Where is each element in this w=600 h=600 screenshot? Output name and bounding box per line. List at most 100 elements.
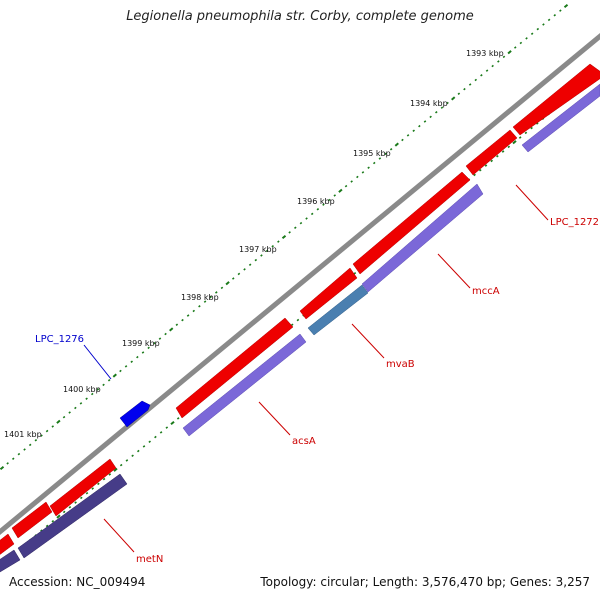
gene-label-mvaB[interactable]: mvaB bbox=[386, 359, 415, 370]
genome-backbone bbox=[0, 33, 600, 535]
scale-tick bbox=[260, 254, 263, 257]
scale-tick bbox=[501, 150, 505, 153]
scale-tick bbox=[102, 477, 106, 481]
scale-tick bbox=[198, 305, 201, 308]
gene-feature[interactable] bbox=[352, 171, 471, 275]
scale-tick bbox=[513, 46, 517, 49]
gene-feature[interactable] bbox=[182, 333, 307, 437]
gene-feature[interactable] bbox=[17, 473, 128, 559]
tick-label-1393: 1393 kbp bbox=[466, 49, 504, 58]
gene-feature[interactable] bbox=[465, 129, 518, 176]
gene-feature-LPC_1276[interactable] bbox=[119, 400, 151, 428]
scale-tick bbox=[68, 505, 72, 509]
scale-tick bbox=[96, 388, 100, 391]
scale-tick bbox=[45, 429, 49, 433]
gene-feature[interactable] bbox=[49, 458, 117, 517]
scale-tick bbox=[131, 454, 134, 458]
accession-text: Accession: NC_009494 bbox=[9, 575, 146, 589]
gene-feature[interactable] bbox=[299, 267, 358, 320]
leader-line bbox=[515, 184, 549, 221]
scale-tick bbox=[485, 69, 489, 72]
scale-tick bbox=[406, 134, 410, 137]
tick-label-1397: 1397 kbp bbox=[239, 245, 277, 254]
scale-tick bbox=[542, 23, 545, 26]
scale-tick bbox=[142, 445, 146, 448]
scale-tick bbox=[497, 60, 500, 63]
scale-tick bbox=[237, 272, 241, 276]
scale-tick bbox=[535, 122, 539, 125]
scale-tick bbox=[536, 27, 540, 31]
scale-tick bbox=[507, 50, 512, 55]
scale-tick bbox=[186, 314, 190, 317]
scale-tick bbox=[327, 198, 331, 202]
scale-tick bbox=[45, 524, 49, 528]
scale-tick bbox=[112, 373, 117, 378]
scale-tick bbox=[136, 449, 140, 453]
forward-strand-features bbox=[0, 63, 600, 562]
scale-tick bbox=[91, 487, 95, 490]
scale-tick bbox=[474, 78, 478, 82]
tick-label-1401: 1401 kbp bbox=[4, 430, 42, 439]
gene-feature[interactable] bbox=[11, 501, 53, 539]
scale-tick bbox=[40, 529, 43, 532]
scale-tick bbox=[434, 110, 438, 114]
scale-tick bbox=[192, 309, 196, 313]
scale-tick bbox=[107, 378, 111, 382]
scale-tick bbox=[158, 337, 162, 340]
reverse-strand-features bbox=[0, 83, 600, 578]
map-title: Legionella pneumophila str. Corby, compl… bbox=[126, 9, 474, 24]
scale-tick bbox=[288, 231, 291, 234]
scale-tick bbox=[130, 360, 134, 364]
tick-label-1399: 1399 kbp bbox=[122, 339, 160, 348]
gene-label-mccA[interactable]: mccA bbox=[472, 286, 500, 297]
scale-tick bbox=[34, 438, 38, 442]
gene-label-metN[interactable]: metN bbox=[136, 554, 163, 565]
scale-tick bbox=[333, 194, 337, 197]
scale-tick bbox=[519, 41, 523, 45]
scale-tick bbox=[175, 323, 179, 327]
gene-feature[interactable] bbox=[0, 533, 15, 562]
gene-label-LPC_1272[interactable]: LPC_1272 bbox=[550, 217, 599, 228]
leader-line bbox=[83, 344, 112, 380]
scale-tick bbox=[440, 106, 444, 109]
gene-feature[interactable] bbox=[0, 549, 21, 578]
scale-tick bbox=[310, 212, 314, 216]
scale-tick bbox=[79, 496, 83, 500]
scale-tick bbox=[418, 124, 421, 128]
scale-tick bbox=[85, 491, 89, 495]
scale-tick bbox=[141, 351, 145, 354]
scale-dots bbox=[0, 3, 569, 471]
scale-tick bbox=[17, 452, 21, 456]
gene-feature[interactable] bbox=[361, 183, 484, 293]
scale-tick bbox=[6, 462, 9, 465]
scale-tick bbox=[74, 406, 77, 410]
scale-tick bbox=[530, 32, 534, 36]
scale-tick bbox=[85, 397, 88, 400]
scale-tick bbox=[299, 221, 303, 225]
scale-tick bbox=[316, 207, 320, 211]
scale-tick bbox=[225, 281, 230, 286]
gene-feature-mvaB[interactable] bbox=[307, 284, 369, 336]
scale-tick bbox=[384, 152, 387, 156]
scale-tick bbox=[254, 258, 258, 262]
gene-feature[interactable] bbox=[521, 83, 600, 153]
scale-tick bbox=[547, 18, 551, 22]
gene-feature[interactable] bbox=[175, 317, 294, 419]
scale-tick bbox=[344, 184, 348, 188]
scale-tick bbox=[97, 482, 100, 486]
gene-label-LPC_1276[interactable]: LPC_1276 bbox=[35, 334, 84, 345]
scale-tick bbox=[429, 115, 432, 119]
scale-tick bbox=[353, 271, 357, 275]
scale-tick bbox=[473, 173, 476, 177]
scale-tick bbox=[40, 434, 43, 437]
scale-tick bbox=[203, 300, 207, 303]
scale-tick bbox=[559, 9, 562, 12]
scale-tick bbox=[51, 425, 55, 428]
gene-label-acsA[interactable]: acsA bbox=[292, 436, 316, 447]
leader-line bbox=[351, 323, 385, 359]
scale-tick bbox=[209, 295, 213, 299]
scale-tick bbox=[446, 101, 449, 105]
scale-tick bbox=[401, 138, 404, 142]
gene-feature[interactable] bbox=[512, 63, 600, 136]
